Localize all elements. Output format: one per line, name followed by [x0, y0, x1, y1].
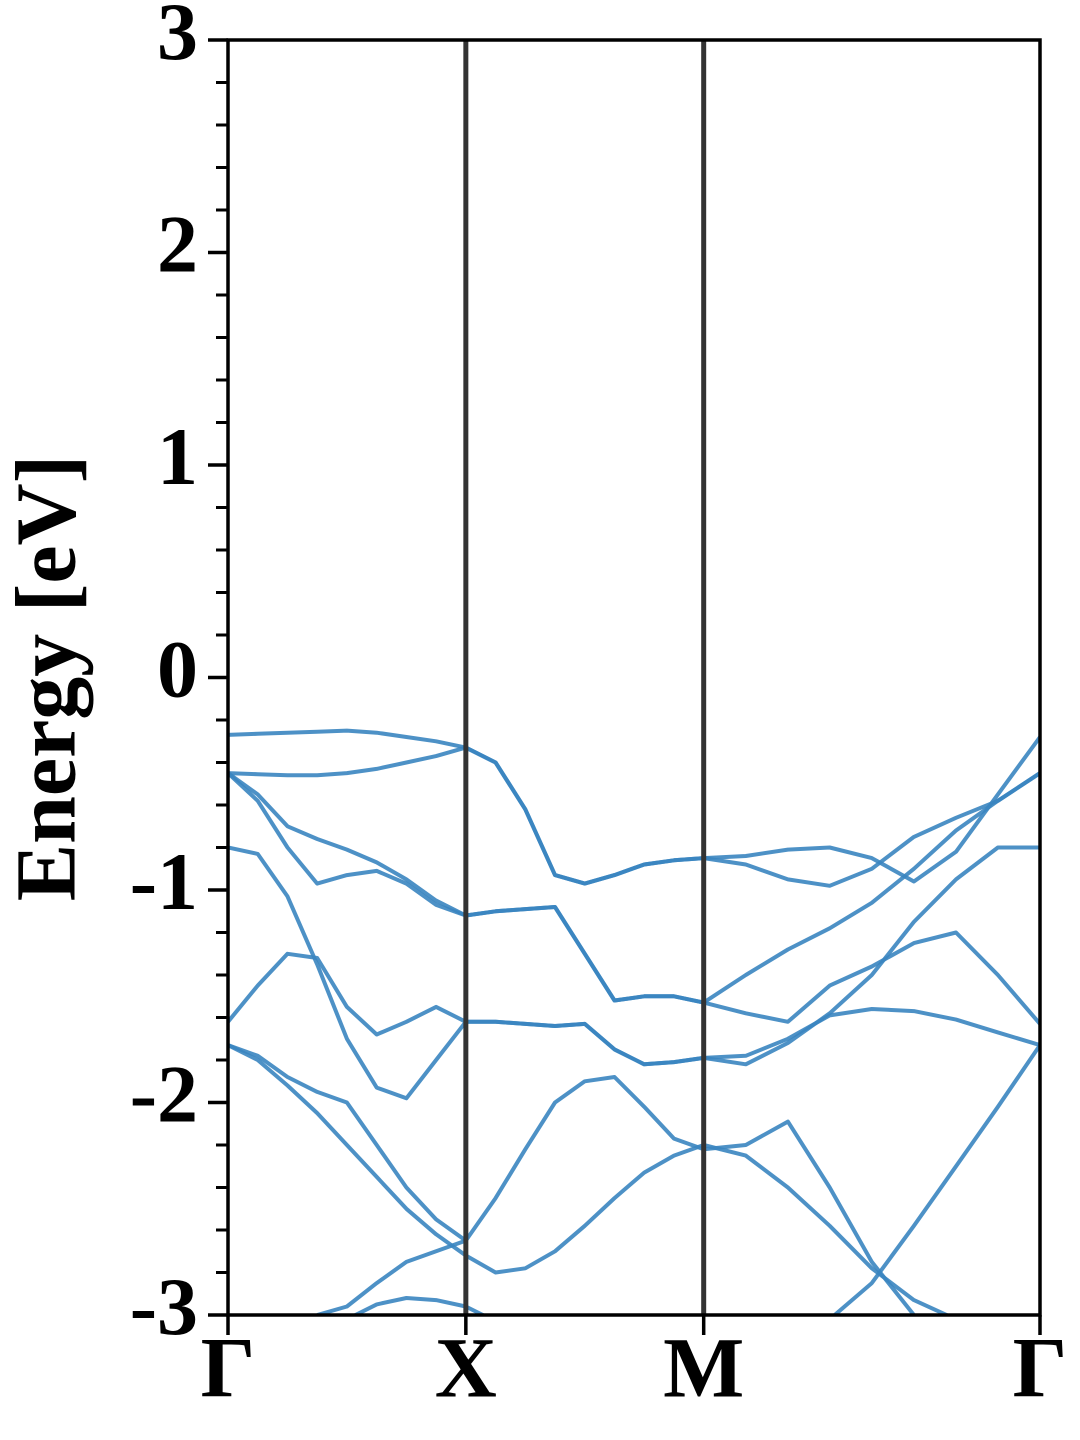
band-line: [831, 1043, 1040, 1315]
x-tick-label: M: [663, 1320, 744, 1416]
plot-frame: [226, 38, 1042, 1317]
plot-area: [228, 728, 1040, 1315]
band-line: [351, 1296, 488, 1315]
x-tick-label: X: [435, 1320, 497, 1416]
y-tick-label: 3: [157, 0, 198, 77]
band-line: [228, 1043, 952, 1315]
x-tick-label: Γ: [201, 1320, 256, 1416]
band-line: [316, 1238, 467, 1315]
y-tick-label: 2: [157, 198, 198, 289]
band-line: [228, 771, 1040, 1026]
y-tick-label: 1: [157, 411, 198, 502]
y-tick-label: 0: [157, 623, 198, 714]
y-tick-label: -2: [130, 1048, 198, 1139]
band-line: [228, 845, 1040, 1067]
band-line: [228, 745, 1040, 888]
band-line: [228, 728, 1040, 886]
band-line: [228, 771, 1040, 1005]
band-line: [228, 1043, 916, 1315]
x-tick-label: Γ: [1013, 1320, 1068, 1416]
y-tick-label: -3: [130, 1261, 198, 1352]
y-tick-label: -1: [130, 836, 198, 927]
y-axis-label: Energy [eV]: [0, 455, 94, 902]
